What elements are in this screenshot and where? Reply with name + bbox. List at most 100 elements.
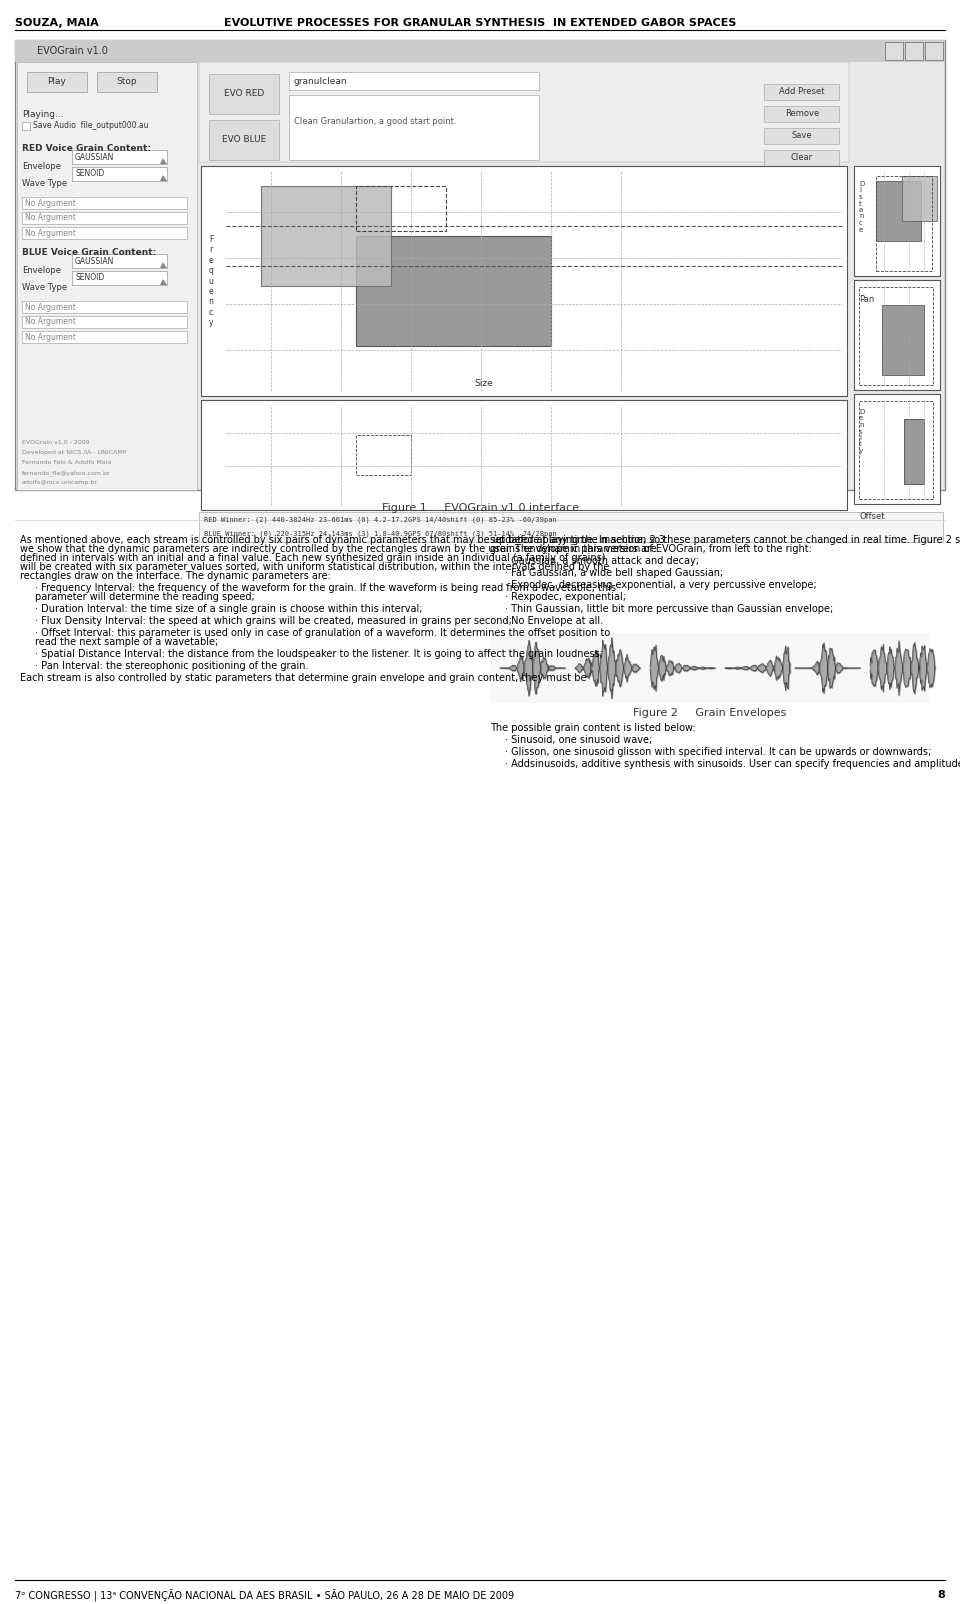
Text: · Thin Gaussian, little bit more percussive than Gaussian envelope;: · Thin Gaussian, little bit more percuss… xyxy=(505,605,833,614)
Text: · Fat Gaussian, a wide bell shaped Gaussian;: · Fat Gaussian, a wide bell shaped Gauss… xyxy=(505,568,723,577)
Text: parameter will determine the reading speed;: parameter will determine the reading spe… xyxy=(35,592,254,602)
Text: EVOGrain v1.0: EVOGrain v1.0 xyxy=(37,47,108,56)
Text: Wave Type: Wave Type xyxy=(22,180,67,188)
Bar xyxy=(22,228,187,239)
Text: rectangles draw on the interface. The dynamic parameters are:: rectangles draw on the interface. The dy… xyxy=(20,571,331,581)
Bar xyxy=(876,181,921,241)
Text: · No Envelope at all.: · No Envelope at all. xyxy=(505,616,603,626)
Text: fernando_fla@yahoo.com.br: fernando_fla@yahoo.com.br xyxy=(22,470,110,476)
Bar xyxy=(199,512,943,542)
Text: EVO RED: EVO RED xyxy=(224,90,264,98)
Bar xyxy=(201,399,847,510)
Bar xyxy=(289,72,539,90)
Bar xyxy=(22,316,187,327)
Text: BLUE Voice Grain Content:: BLUE Voice Grain Content: xyxy=(22,249,156,257)
Text: GAUSSIAN: GAUSSIAN xyxy=(75,152,114,162)
Text: adolfo@nics.unicamp.br: adolfo@nics.unicamp.br xyxy=(22,480,98,484)
Text: BLUE Winner: (0) 220-315Hz 24-143ms (3) 1.8-40.9GPS 67/80shift (3) 51-14% -74/28: BLUE Winner: (0) 220-315Hz 24-143ms (3) … xyxy=(204,531,557,537)
Bar xyxy=(854,395,940,504)
Bar xyxy=(72,271,167,286)
Text: read the next sample of a wavetable;: read the next sample of a wavetable; xyxy=(35,637,218,646)
Bar xyxy=(27,72,87,91)
Text: · Spatial Distance Interval: the distance from the loudspeaker to the listener. : · Spatial Distance Interval: the distanc… xyxy=(35,650,603,659)
Text: Envelope: Envelope xyxy=(22,162,61,172)
Bar xyxy=(15,40,945,489)
Bar xyxy=(209,120,279,160)
Bar xyxy=(356,236,551,346)
Text: Save: Save xyxy=(792,132,812,141)
Text: grains envelope in this version of EVOGrain, from left to the right:: grains envelope in this version of EVOGr… xyxy=(490,544,812,553)
Text: GAUSSIAN: GAUSSIAN xyxy=(75,257,114,266)
Text: Save Audio  file_output000.au: Save Audio file_output000.au xyxy=(33,122,149,130)
Bar xyxy=(356,186,446,231)
Bar xyxy=(97,72,157,91)
Bar xyxy=(72,151,167,164)
Bar xyxy=(764,83,839,99)
Text: No Argument: No Argument xyxy=(25,303,76,311)
Bar xyxy=(904,419,924,484)
Text: · Glisson, one sinusoid glisson with specified interval. It can be upwards or do: · Glisson, one sinusoid glisson with spe… xyxy=(505,747,931,757)
Text: Pan: Pan xyxy=(859,295,875,305)
Text: EVOGrain v1.0 - 2009: EVOGrain v1.0 - 2009 xyxy=(22,439,89,444)
Text: · Addsinusoids, additive synthesis with sinusoids. User can specify frequencies : · Addsinusoids, additive synthesis with … xyxy=(505,759,960,768)
Polygon shape xyxy=(160,159,167,164)
Text: defined in intervals with an initial and a final value. Each new synthesized gra: defined in intervals with an initial and… xyxy=(20,553,606,563)
Text: Size: Size xyxy=(474,379,492,388)
Text: Figure 2     Grain Envelopes: Figure 2 Grain Envelopes xyxy=(634,707,786,719)
Text: No Argument: No Argument xyxy=(25,199,76,207)
Text: Figure 1     EVOGrain v1.0 interface: Figure 1 EVOGrain v1.0 interface xyxy=(381,504,579,513)
Text: No Argument: No Argument xyxy=(25,213,76,223)
Text: As mentioned above, each stream is controlled by six pairs of dynamic parameters: As mentioned above, each stream is contr… xyxy=(20,536,665,545)
Text: Clean Granulartion, a good start point.: Clean Granulartion, a good start point. xyxy=(294,117,457,127)
Text: RED Voice Grain Content:: RED Voice Grain Content: xyxy=(22,144,151,152)
Bar xyxy=(859,401,933,499)
Polygon shape xyxy=(160,175,167,181)
Text: D
i
s
t
a
n
c
e: D i s t a n c e xyxy=(859,181,864,233)
Text: 7ᵒ CONGRESSO | 13ᵃ CONVENÇÃO NACIONAL DA AES BRASIL • SÃO PAULO, 26 A 28 DE MAIO: 7ᵒ CONGRESSO | 13ᵃ CONVENÇÃO NACIONAL DA… xyxy=(15,1590,515,1602)
Bar xyxy=(209,74,279,114)
Bar xyxy=(859,287,933,385)
Bar xyxy=(902,176,937,221)
Bar xyxy=(22,122,30,130)
Bar xyxy=(289,95,539,160)
Text: SOUZA, MAIA: SOUZA, MAIA xyxy=(15,18,99,27)
Text: Stop: Stop xyxy=(117,77,137,87)
Bar xyxy=(22,330,187,343)
Bar xyxy=(854,281,940,390)
Bar xyxy=(882,305,924,375)
Bar xyxy=(764,106,839,122)
Bar xyxy=(199,63,849,162)
Text: 8: 8 xyxy=(937,1590,945,1601)
Text: · Flux Density Interval: the speed at which grains will be created, measured in : · Flux Density Interval: the speed at wh… xyxy=(35,616,512,626)
Bar xyxy=(905,42,923,59)
Text: Remove: Remove xyxy=(785,109,819,119)
Text: · Offset Interval: this parameter is used only in case of granulation of a wavef: · Offset Interval: this parameter is use… xyxy=(35,629,611,638)
Text: Developed at NICS /IA - UNICAMP: Developed at NICS /IA - UNICAMP xyxy=(22,451,127,456)
Text: F
r
e
q
u
e
n
c
y: F r e q u e n c y xyxy=(208,234,213,327)
Text: No Argument: No Argument xyxy=(25,318,76,327)
Text: · Rexpodec, exponential;: · Rexpodec, exponential; xyxy=(505,592,626,602)
Text: · Sinusoid, one sinusoid wave;: · Sinusoid, one sinusoid wave; xyxy=(505,735,652,744)
Text: Envelope: Envelope xyxy=(22,266,61,274)
Text: Add Preset: Add Preset xyxy=(780,88,825,96)
Bar xyxy=(201,165,847,396)
Bar xyxy=(261,186,391,286)
Bar xyxy=(22,302,187,313)
Polygon shape xyxy=(160,279,167,286)
Text: D
e
n
s
i
t
y: D e n s i t y xyxy=(859,409,864,454)
Bar xyxy=(17,63,197,489)
Text: No Argument: No Argument xyxy=(25,332,76,342)
Text: · Pan Interval: the stereophonic positioning of the grain.: · Pan Interval: the stereophonic positio… xyxy=(35,661,308,670)
Text: The possible grain content is listed below:: The possible grain content is listed bel… xyxy=(490,723,696,733)
Bar xyxy=(22,197,187,209)
Bar xyxy=(854,165,940,276)
Text: RED Winner: (2) 440-3824Hz 23-661ms (0) 4.2-17.2GPS 14/40shift (0) 85-23% -60/39: RED Winner: (2) 440-3824Hz 23-661ms (0) … xyxy=(204,516,557,523)
Text: SENOID: SENOID xyxy=(75,274,105,282)
Bar xyxy=(764,128,839,144)
Text: Each stream is also controlled by static parameters that determine grain envelop: Each stream is also controlled by static… xyxy=(20,674,587,683)
Text: Wave Type: Wave Type xyxy=(22,282,67,292)
Bar xyxy=(764,151,839,165)
Bar xyxy=(490,634,930,703)
Text: Offset: Offset xyxy=(859,512,884,521)
Text: · Expodec, decreasing exponential, a very percussive envelope;: · Expodec, decreasing exponential, a ver… xyxy=(505,581,817,590)
